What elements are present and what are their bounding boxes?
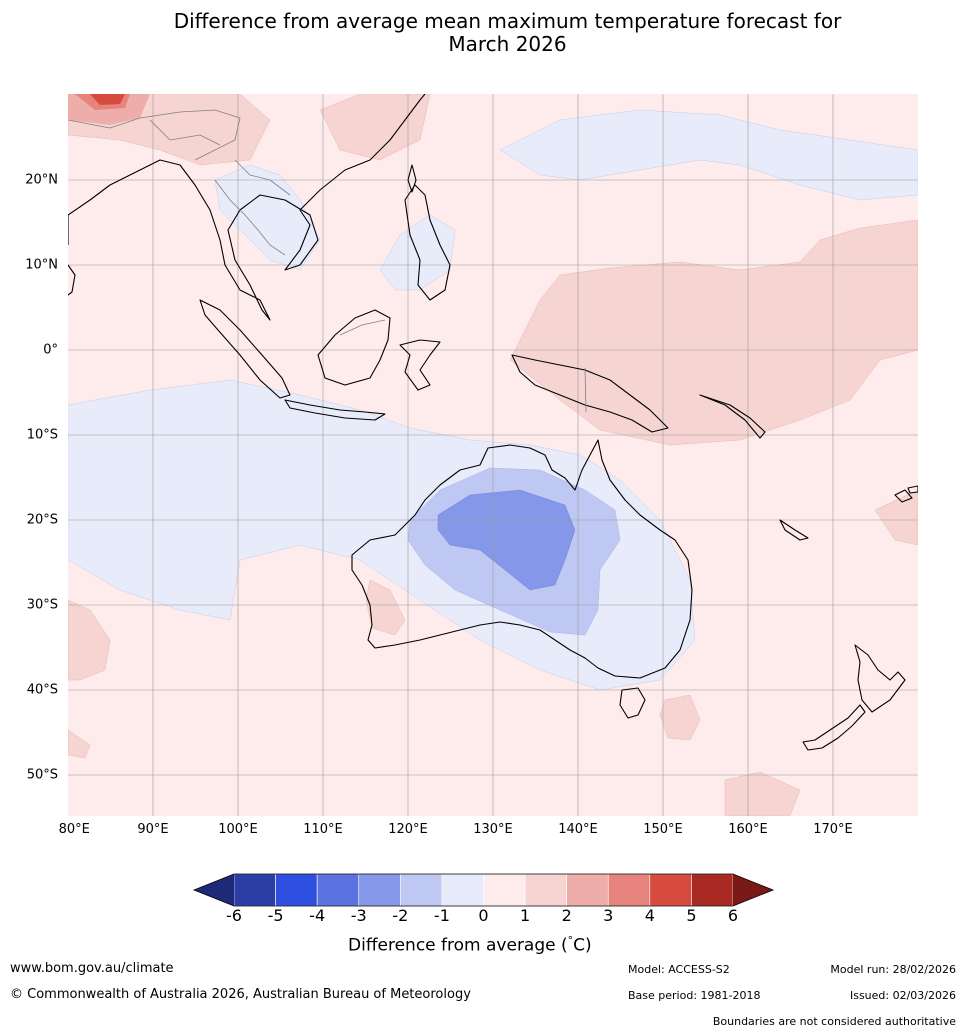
anomaly-region-pos1-southern-ocean bbox=[724, 771, 801, 816]
colorbar-label-prefix: Difference from average ( bbox=[348, 935, 568, 956]
anomaly-region-pos1-wa-coast bbox=[365, 579, 406, 636]
graticule bbox=[68, 94, 918, 816]
lon-label: 100°E bbox=[218, 822, 258, 837]
lat-label: 10°N bbox=[25, 257, 58, 273]
anomaly-region-neg1-indochina bbox=[214, 164, 321, 271]
coast-sumatra bbox=[199, 299, 291, 399]
colorbar-tick: -6 bbox=[226, 906, 242, 925]
title-line-1: Difference from average mean maximum tem… bbox=[173, 9, 842, 33]
coast-pacific-islands bbox=[699, 394, 766, 439]
lat-label: 20°S bbox=[26, 512, 58, 528]
footer-model-run: Model run: 28/02/2026 bbox=[830, 963, 956, 976]
footer-disclaimer: Boundaries are not considered authoritat… bbox=[712, 1015, 956, 1028]
coast-java bbox=[284, 399, 386, 421]
lat-label: 0° bbox=[43, 342, 58, 358]
coast-taiwan bbox=[407, 164, 417, 193]
coast-tasmania bbox=[619, 687, 646, 719]
anomaly-region-pos1-china-sea bbox=[319, 94, 431, 161]
lat-label: 40°S bbox=[26, 682, 58, 698]
coast-philippines bbox=[404, 184, 451, 301]
chart-title: Difference from average mean maximum tem… bbox=[0, 10, 965, 56]
colorbar-tick: 4 bbox=[644, 906, 655, 925]
lon-label: 150°E bbox=[643, 822, 683, 837]
colorbar-tick: 5 bbox=[686, 906, 697, 925]
anomaly-region-neg1-north-pacific bbox=[499, 109, 918, 201]
colorbar-tick: -4 bbox=[309, 906, 326, 925]
anomaly-region-pos1-west-pacific bbox=[509, 219, 918, 446]
lon-label: 160°E bbox=[728, 822, 768, 837]
lon-label: 140°E bbox=[558, 822, 598, 837]
colorbar-tick: 1 bbox=[519, 906, 531, 925]
lon-label: 170°E bbox=[813, 822, 853, 837]
lat-label: 50°S bbox=[26, 767, 58, 783]
lon-label: 110°E bbox=[303, 822, 343, 837]
lon-label: 130°E bbox=[473, 822, 513, 837]
colorbar-label-suffix: C) bbox=[573, 935, 592, 956]
footer-copyright: © Commonwealth of Australia 2026, Austra… bbox=[10, 987, 471, 1002]
lon-label: 80°E bbox=[58, 822, 90, 837]
title-line-2: March 2026 bbox=[448, 32, 567, 56]
colorbar-tick: -2 bbox=[392, 906, 409, 925]
colorbar-label: Difference from average (°C) bbox=[348, 934, 592, 956]
lat-label: 20°N bbox=[25, 172, 58, 188]
lon-label: 90°E bbox=[137, 822, 169, 837]
coast-sri-lanka bbox=[68, 264, 76, 296]
colorbar-tick: 6 bbox=[727, 906, 739, 925]
coast-new-guinea bbox=[511, 354, 669, 433]
country-borders bbox=[68, 109, 587, 413]
coast-borneo bbox=[317, 309, 391, 386]
colorbar-tick: 2 bbox=[561, 906, 572, 925]
colorbar-label-degree: ° bbox=[567, 934, 574, 947]
coast-new-zealand-south bbox=[802, 704, 866, 751]
coastlines bbox=[68, 94, 918, 751]
anomaly-region-pos4-himalaya bbox=[90, 94, 125, 105]
colorbar-tick: -1 bbox=[433, 906, 450, 925]
footer-base-period: Base period: 1981-2018 bbox=[628, 989, 761, 1002]
colorbar-tick: -5 bbox=[267, 906, 284, 925]
footer-model: Model: ACCESS-S2 bbox=[628, 963, 730, 976]
footer-issued: Issued: 02/03/2026 bbox=[849, 989, 956, 1002]
anomaly-region-pos1-far-southwest bbox=[68, 729, 91, 759]
anomaly-region-pos1-east-pacific bbox=[874, 489, 918, 546]
coast-sulawesi bbox=[399, 339, 441, 391]
anomaly-region-pos1-tasman bbox=[659, 694, 701, 741]
coast-new-caledonia bbox=[779, 519, 809, 541]
colorbar-tick: -3 bbox=[350, 906, 367, 925]
lat-label: 10°S bbox=[26, 427, 58, 443]
coast-australia bbox=[351, 439, 693, 679]
footer-website[interactable]: www.bom.gov.au/climate bbox=[10, 961, 174, 976]
anomaly-region-neg3-australia bbox=[437, 489, 576, 591]
colorbar-tick: 3 bbox=[603, 906, 614, 925]
anomaly-region-pos1-southwest bbox=[68, 599, 111, 681]
coast-fiji bbox=[894, 485, 918, 503]
coast-new-zealand-north bbox=[854, 644, 906, 713]
lon-label: 120°E bbox=[388, 822, 428, 837]
lat-label: 30°S bbox=[26, 597, 58, 613]
coast-mainland-asia bbox=[68, 94, 426, 321]
colorbar-tick: 0 bbox=[478, 906, 489, 925]
